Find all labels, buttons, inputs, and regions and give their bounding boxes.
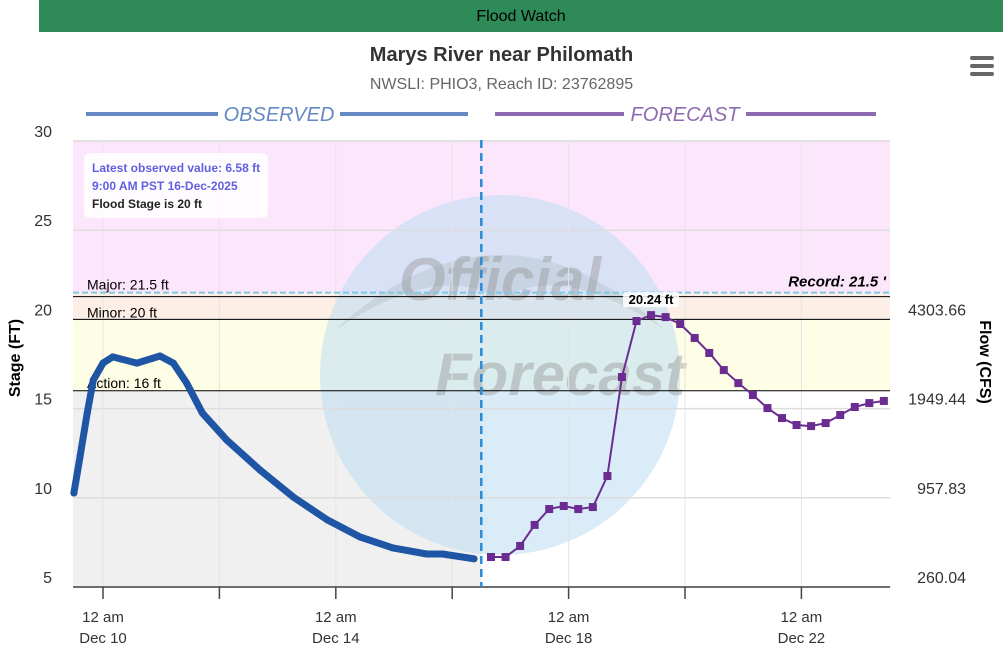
forecast-point — [617, 373, 626, 382]
y-tick-label: 15 — [34, 392, 52, 409]
x-tick-label-date: Dec 14 — [312, 630, 360, 646]
observed-header: OBSERVED — [224, 104, 335, 126]
forecast-point — [588, 503, 597, 512]
x-tick-label-date: Dec 22 — [778, 630, 826, 646]
observed-point — [99, 359, 107, 367]
y-tick-label: 10 — [34, 481, 52, 498]
x-tick-label-time: 12 am — [82, 609, 124, 626]
latest-value: Latest observed value: 6.58 ft — [92, 161, 261, 175]
observed-point — [439, 550, 446, 558]
y-axis-title: Stage (FT) — [7, 319, 24, 397]
observed-point — [156, 352, 164, 360]
y-tick-label: 5 — [43, 570, 52, 587]
forecast-point — [748, 391, 757, 400]
action-label: Action: 16 ft — [87, 375, 161, 391]
forecast-point — [603, 472, 612, 481]
forecast-point — [792, 421, 801, 430]
forecast-point — [559, 502, 568, 511]
y2-tick-label: 4303.66 — [908, 302, 966, 319]
forecast-point — [530, 520, 539, 529]
forecast-point — [647, 311, 656, 320]
record-label: Record: 21.5 ' — [788, 274, 886, 291]
latest-observation-box: Latest observed value: 6.58 ft 9:00 AM P… — [84, 153, 269, 218]
y-tick-label: 20 — [34, 302, 52, 319]
observed-point — [89, 376, 97, 384]
forecast-point — [836, 411, 845, 420]
x-tick-label-time: 12 am — [315, 609, 357, 626]
observed-point — [76, 453, 84, 461]
forecast-point — [705, 348, 714, 357]
forecast-header: FORECAST — [631, 104, 742, 126]
hamburger-menu-icon[interactable] — [970, 56, 994, 78]
forecast-point — [574, 505, 583, 514]
y-tick-label: 30 — [34, 124, 52, 141]
forecast-point — [501, 553, 510, 562]
forecast-watermark: Forecast — [435, 341, 688, 408]
latest-time: 9:00 AM PST 16-Dec-2025 — [92, 179, 238, 193]
forecast-point — [807, 422, 816, 431]
forecast-point — [545, 505, 554, 514]
forecast-point — [516, 541, 525, 550]
forecast-point — [661, 313, 670, 322]
forecast-point — [719, 366, 728, 375]
minor-label: Minor: 20 ft — [87, 304, 157, 320]
observed-point — [470, 555, 478, 563]
observed-point — [169, 359, 177, 367]
observed-point — [198, 409, 206, 417]
forecast-point — [865, 399, 874, 408]
major-label: Major: 21.5 ft — [87, 277, 169, 293]
y-tick-label: 25 — [34, 213, 52, 230]
official-watermark: Official — [399, 246, 603, 313]
y2-tick-label: 260.04 — [917, 570, 966, 587]
forecast-point — [850, 402, 859, 411]
observed-point — [223, 436, 231, 444]
forecast-point — [632, 317, 641, 326]
forecast-point — [690, 333, 699, 342]
observed-point — [289, 493, 297, 501]
y2-axis-title: Flow (CFS) — [976, 320, 993, 404]
forecast-point — [821, 419, 830, 428]
x-tick-label-date: Dec 10 — [79, 630, 127, 646]
x-tick-label-time: 12 am — [781, 609, 823, 626]
peak-label: 20.24 ft — [629, 292, 674, 307]
observed-point — [389, 544, 397, 552]
noaa-seal-watermark — [320, 195, 680, 555]
banner-label: Flood Watch — [476, 8, 566, 25]
observed-point — [256, 466, 264, 474]
x-tick-label-time: 12 am — [548, 609, 590, 626]
forecast-point — [879, 396, 888, 405]
flood-stage-text: Flood Stage is 20 ft — [92, 197, 203, 211]
y2-tick-label: 957.83 — [917, 481, 966, 498]
chart-subtitle: NWSLI: PHIO3, Reach ID: 23762895 — [369, 76, 634, 93]
observed-point — [323, 516, 331, 524]
forecast-point — [763, 404, 772, 413]
forecast-point — [734, 379, 743, 388]
observed-point — [83, 409, 91, 417]
observed-point — [109, 353, 117, 361]
observed-point — [356, 533, 364, 541]
observed-point — [133, 359, 141, 367]
y2-tick-label: 1949.44 — [908, 392, 966, 409]
observed-point — [183, 379, 191, 387]
x-tick-label-date: Dec 18 — [545, 630, 593, 646]
forecast-series-line — [491, 314, 885, 558]
peak-label-bg — [623, 292, 680, 308]
forecast-point — [487, 553, 495, 562]
observed-point — [70, 489, 78, 497]
observed-point — [423, 550, 431, 558]
chart-title: Marys River near Philomath — [369, 44, 634, 66]
forecast-point — [778, 414, 786, 423]
flood-watch-banner: Flood Watch — [39, 0, 1003, 32]
forecast-point — [676, 320, 685, 329]
